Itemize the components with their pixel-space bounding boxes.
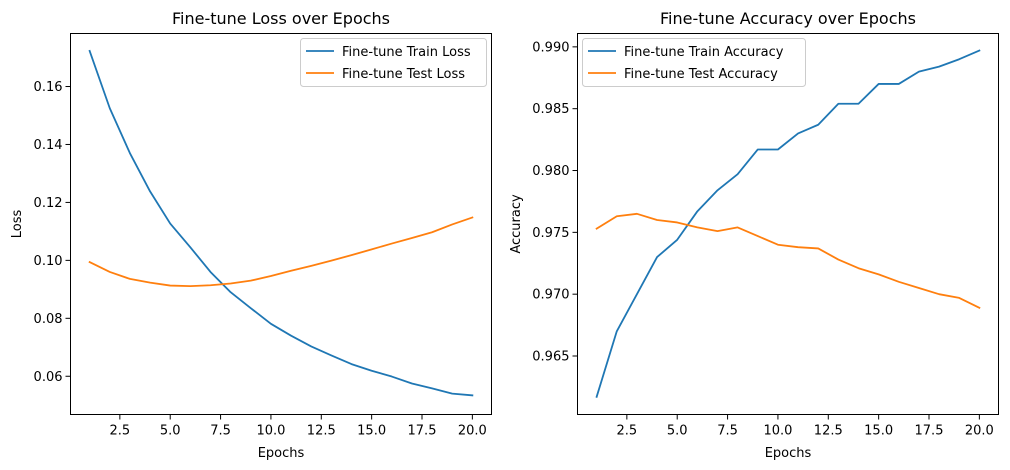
accuracy-plot-frame	[577, 33, 999, 415]
loss-x-tick-label: 20.0	[458, 424, 487, 439]
accuracy-series-line-train	[595, 49, 981, 398]
loss-x-tick-label: 2.5	[110, 424, 131, 439]
loss-series-line-train	[88, 49, 474, 397]
accuracy-series-line-test	[595, 212, 981, 309]
loss-x-ticks: 2.5 5.0 7.5 10.0 12.5 15.0 17.5 20.0	[110, 414, 487, 439]
loss-legend-label-train: Fine-tune Train Loss	[342, 45, 471, 60]
loss-legend: Fine-tune Train Loss Fine-tune Test Loss	[300, 38, 487, 87]
accuracy-x-axis-label: Epochs	[765, 446, 812, 461]
loss-y-tick-label: 0.16	[34, 80, 63, 95]
accuracy-y-tick-label: 0.970	[532, 288, 569, 303]
loss-series-lines	[88, 49, 474, 397]
loss-legend-box	[300, 38, 487, 87]
accuracy-chart: Fine-tune Accuracy over Epochs 2.5 5.0 7.5…	[509, 9, 999, 461]
loss-x-tick-label: 15.0	[357, 424, 386, 439]
loss-legend-label-test: Fine-tune Test Loss	[342, 67, 465, 82]
accuracy-x-ticks: 2.5 5.0 7.5 10.0 12.5 15.0 17.5 20.0	[617, 414, 994, 439]
loss-y-tick-label: 0.10	[34, 254, 63, 269]
accuracy-y-tick-label: 0.975	[532, 226, 569, 241]
accuracy-x-tick-label: 2.5	[617, 424, 638, 439]
accuracy-legend-label-test: Fine-tune Test Accuracy	[624, 67, 778, 82]
loss-y-ticks: 0.06 0.08 0.10 0.12 0.14 0.16	[34, 80, 71, 385]
accuracy-y-axis-label: Accuracy	[509, 194, 524, 254]
loss-y-axis-label: Loss	[10, 210, 25, 239]
accuracy-x-tick-label: 12.5	[814, 424, 843, 439]
loss-chart-title: Fine-tune Loss over Epochs	[172, 9, 390, 28]
accuracy-y-tick-label: 0.965	[532, 350, 569, 365]
loss-plot-frame	[70, 33, 492, 415]
loss-x-tick-label: 10.0	[256, 424, 285, 439]
accuracy-x-tick-label: 17.5	[915, 424, 944, 439]
accuracy-legend-label-train: Fine-tune Train Accuracy	[624, 45, 784, 60]
loss-x-tick-label: 5.0	[160, 424, 181, 439]
accuracy-y-tick-label: 0.985	[532, 102, 569, 117]
loss-y-tick-label: 0.06	[34, 370, 63, 385]
accuracy-y-tick-label: 0.980	[532, 164, 569, 179]
accuracy-y-tick-label: 0.990	[532, 40, 569, 55]
accuracy-legend: Fine-tune Train Accuracy Fine-tune Test …	[582, 38, 806, 87]
loss-x-tick-label: 7.5	[210, 424, 231, 439]
accuracy-legend-box	[582, 38, 806, 87]
loss-series-line-test	[88, 216, 474, 288]
accuracy-x-tick-label: 15.0	[864, 424, 893, 439]
loss-x-tick-label: 17.5	[408, 424, 437, 439]
loss-y-tick-label: 0.12	[34, 196, 63, 211]
accuracy-x-tick-label: 10.0	[763, 424, 792, 439]
accuracy-series-lines	[595, 49, 981, 398]
accuracy-x-tick-label: 5.0	[667, 424, 688, 439]
loss-x-axis-label: Epochs	[258, 446, 305, 461]
loss-chart: Fine-tune Loss over Epochs 2.5 5.0 7.5 10.0…	[10, 9, 492, 461]
loss-y-tick-label: 0.14	[34, 138, 63, 153]
accuracy-x-tick-label: 20.0	[965, 424, 994, 439]
accuracy-y-ticks: 0.965 0.970 0.975 0.980 0.985 0.990	[532, 40, 578, 365]
accuracy-x-tick-label: 7.5	[717, 424, 738, 439]
loss-y-tick-label: 0.08	[34, 312, 63, 327]
loss-x-tick-label: 12.5	[307, 424, 336, 439]
accuracy-chart-title: Fine-tune Accuracy over Epochs	[660, 9, 916, 28]
